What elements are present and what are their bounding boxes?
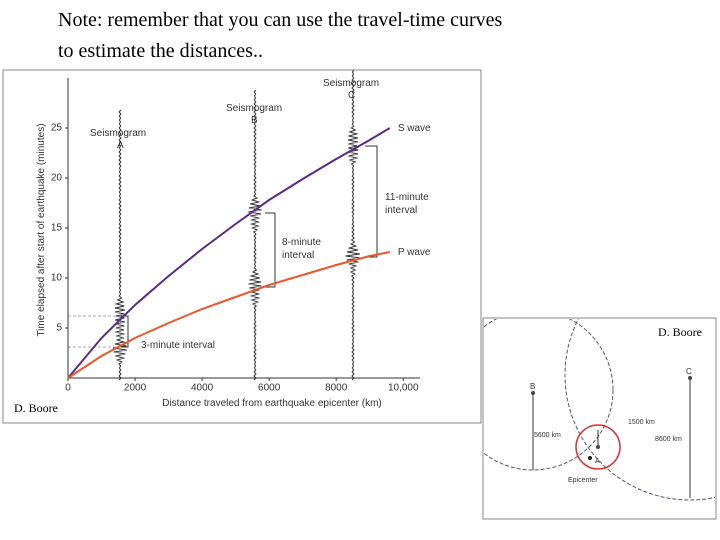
annotation: 3-minute interval [141,340,215,351]
credit: D. Boore [658,325,702,339]
series-label: P wave [398,247,431,258]
station [531,391,535,395]
annotation: C [348,90,355,101]
x-tick-label: 4000 [191,383,214,394]
x-tick-label: 2000 [124,383,147,394]
y-tick-label: 25 [51,123,63,134]
range-circle [564,319,715,501]
diagram-label: Epicenter [568,477,598,484]
annotation: Seismogram [90,128,146,139]
range-circle [575,424,621,470]
x-tick-label: 6000 [258,383,281,394]
seismogram-trace [248,89,262,381]
y-tick-label: 20 [51,173,63,184]
note-line: to estimate the distances.. [58,40,263,62]
annotation: interval [385,205,417,216]
epicenter [588,456,592,460]
chart-frame [2,69,482,424]
diagram-frame [482,317,717,520]
y-tick-label: 5 [56,323,62,334]
seismogram-trace [345,69,361,381]
diagram-label: A [595,458,600,465]
range-circle [484,319,614,471]
annotation: interval [282,250,314,261]
series-line [67,251,390,379]
series-label: S wave [398,123,431,134]
station [688,376,692,380]
y-tick-label: 10 [51,273,63,284]
station [596,445,600,449]
series-line [67,127,391,379]
annotation: Seismogram [226,103,282,114]
diagram: D. Boore [482,317,717,520]
annotation: Seismogram [323,78,379,89]
x-axis-label: Distance traveled from earthquake epicen… [162,398,382,409]
x-tick-label: 8000 [325,383,348,394]
annotation: A [117,140,124,151]
seismogram-trace [112,109,127,381]
annotation: B [251,115,258,126]
y-tick-label: 15 [51,223,63,234]
diagram-label: 5600 km [534,432,561,439]
diagram-label: C [686,367,692,376]
bracket [265,212,276,288]
seismograms [112,69,361,381]
bracket [365,145,378,258]
credit: D. Boore [14,401,58,415]
note-line: Note: remember that you can use the trav… [58,9,502,31]
annotation: 8-minute [282,237,321,248]
x-tick-label: 10,000 [388,383,419,394]
diagram-label: B [530,382,535,391]
y-axis-label: Time elapsed after start of earthquake (… [36,123,47,336]
x-tick-label: 0 [65,383,71,394]
diagram-label: 1500 km [628,419,655,426]
diagram-label: 8600 km [655,436,682,443]
annotation: 11-minute [385,192,429,203]
